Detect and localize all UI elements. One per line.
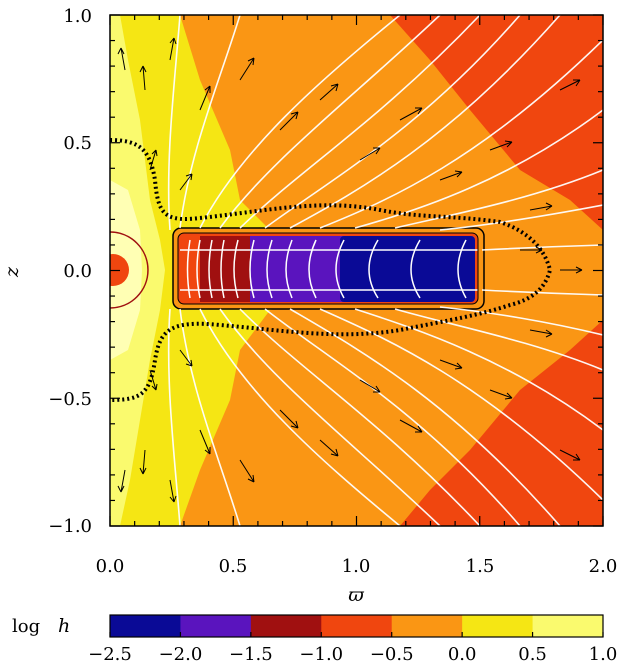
colorbar-swatch <box>250 615 322 637</box>
heatmap <box>110 15 603 526</box>
y-tick-label: 0.5 <box>63 133 92 154</box>
colorbar-ticks <box>109 632 604 637</box>
colorbar-tick-label: −1.5 <box>229 644 273 665</box>
x-axis-label: ϖ <box>348 584 364 606</box>
x-tick-label: 2.0 <box>589 556 618 577</box>
colorbar-swatch <box>462 615 534 637</box>
colorbar-swatches <box>110 615 604 637</box>
y-tick-labels: 1.0 0.5 0.0 −0.5 −1.0 <box>48 6 92 537</box>
disc-blue <box>340 236 475 302</box>
star-boundary <box>110 231 149 309</box>
disc-contours <box>180 239 478 299</box>
y-tick-label: −0.5 <box>48 389 92 410</box>
colorbar-tick-label: −1.0 <box>299 644 343 665</box>
colorbar-swatch <box>321 615 393 637</box>
x-tick-label: 1.5 <box>466 556 495 577</box>
colorbar-swatch <box>532 615 604 637</box>
colorbar-swatch <box>391 615 463 637</box>
y-tick-label: 1.0 <box>63 6 92 27</box>
x-tick-label: 1.0 <box>342 556 371 577</box>
colorbar-tick-label: 1.0 <box>589 644 618 665</box>
colorbar-tick-labels: −2.5 −2.0 −1.5 −1.0 −0.5 0.0 0.5 1.0 <box>88 644 617 665</box>
colorbar-tick-label: −0.5 <box>370 644 414 665</box>
redorange-upper-region <box>390 15 603 230</box>
colorbar: log h −2.5 −2.0 −1.5 −1.0 −0.5 0.0 0.5 1.0 <box>12 614 617 665</box>
y-tick-label: 0.0 <box>63 261 92 282</box>
colorbar-tick-label: 0.0 <box>448 644 477 665</box>
x-tick-label: 0.5 <box>219 556 248 577</box>
x-tick-label: 0.0 <box>96 556 125 577</box>
colorbar-swatch <box>110 615 181 637</box>
redorange-lower-region <box>400 320 603 526</box>
tick-marks <box>109 14 604 527</box>
x-tick-labels: 0.0 0.5 1.0 1.5 2.0 <box>96 556 618 577</box>
colorbar-frame <box>109 614 604 638</box>
colorbar-swatch <box>180 615 252 637</box>
field-lines <box>167 15 603 526</box>
colorbar-label-var: h <box>58 615 70 637</box>
colorbar-tick-label: −2.5 <box>88 644 132 665</box>
y-axis-label: z <box>1 266 23 278</box>
velocity-arrows <box>117 37 583 503</box>
colorbar-label-prefix: log <box>12 616 40 637</box>
colorbar-tick-label: −2.0 <box>159 644 203 665</box>
disc-outline-inner <box>177 232 479 305</box>
y-tick-label: −1.0 <box>48 516 92 537</box>
disc <box>172 227 485 310</box>
colorbar-tick-label: 0.5 <box>518 644 547 665</box>
